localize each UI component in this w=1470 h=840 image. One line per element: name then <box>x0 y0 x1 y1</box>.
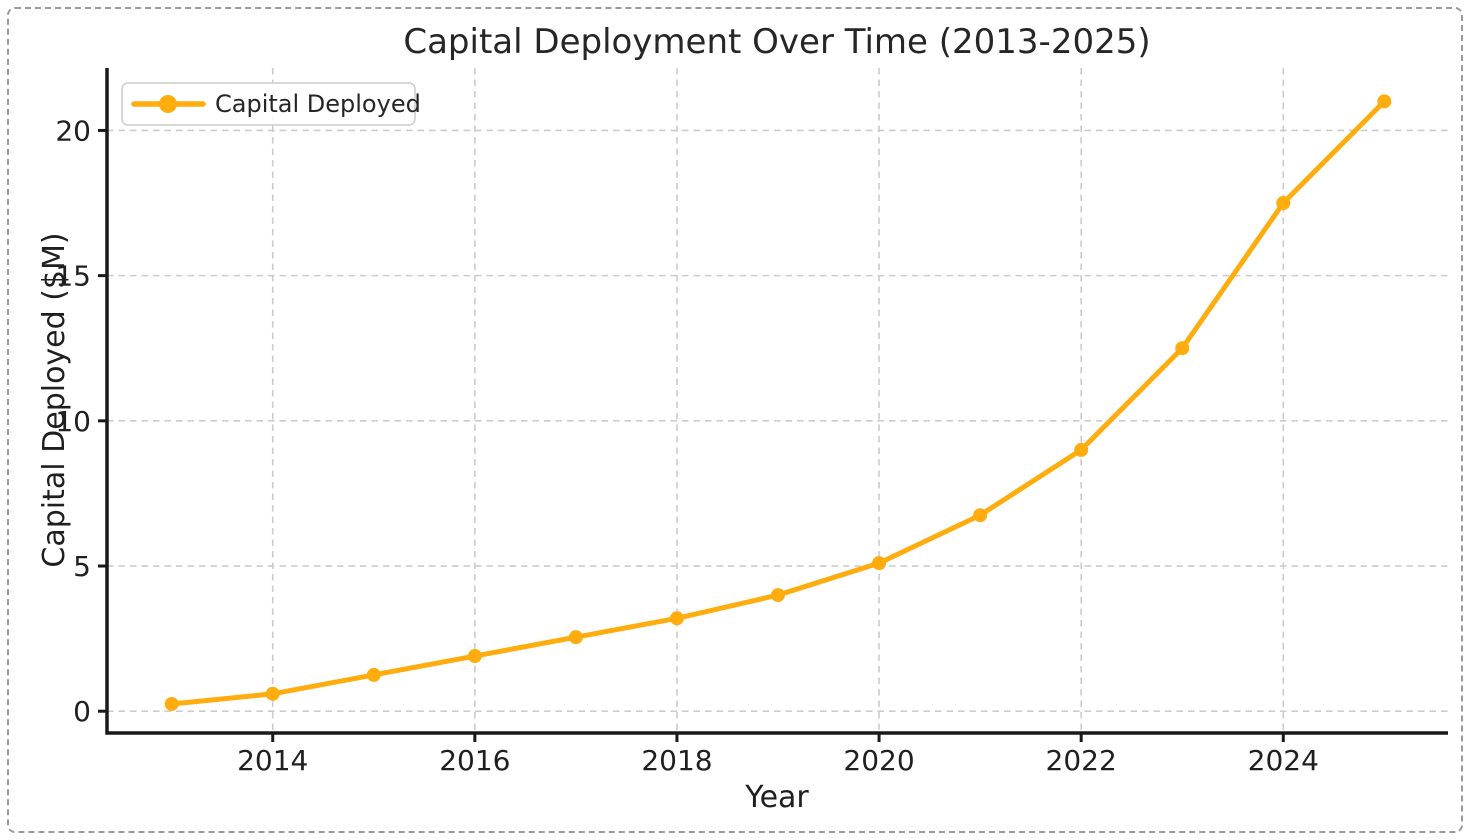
series <box>164 94 1392 711</box>
x-axis-label: Year <box>744 780 809 815</box>
data-point-marker <box>669 611 684 626</box>
data-point-marker <box>1074 442 1089 457</box>
y-tick-label: 5 <box>73 550 91 583</box>
axes: 0 5 10 15 20 2014 2016 2018 2020 2022 2024 <box>55 68 1448 777</box>
chart-title: Capital Deployment Over Time (2013-2025) <box>403 22 1150 62</box>
axis-spines <box>105 68 1448 735</box>
x-tick-label: 2020 <box>843 744 914 777</box>
y-tick-label: 15 <box>55 260 91 293</box>
data-point-marker <box>366 667 381 682</box>
data-point-marker <box>568 630 583 645</box>
x-tick-label: 2016 <box>439 744 510 777</box>
x-tick-label: 2014 <box>237 744 308 777</box>
x-tick-label: 2024 <box>1248 744 1319 777</box>
grid <box>107 68 1448 733</box>
y-tick-label: 0 <box>73 695 91 728</box>
legend-marker-icon <box>159 95 177 113</box>
y-tick-label: 20 <box>55 114 91 147</box>
legend: Capital Deployed <box>121 82 421 126</box>
y-tick-label: 10 <box>55 405 91 438</box>
y-axis-label: Capital Deployed ($M) <box>37 232 72 567</box>
data-point-marker <box>467 649 482 664</box>
data-point-marker <box>872 556 887 571</box>
data-point-marker <box>265 686 280 701</box>
data-point-marker <box>1377 94 1392 109</box>
data-point-marker <box>164 696 179 711</box>
data-point-marker <box>1175 341 1190 356</box>
legend-box <box>121 82 416 126</box>
capital-deployed-line <box>169 98 1387 707</box>
data-point-marker <box>771 588 786 603</box>
x-tick-label: 2022 <box>1046 744 1117 777</box>
x-tick-label: 2018 <box>641 744 712 777</box>
legend-entry-label: Capital Deployed <box>215 90 421 118</box>
data-point-marker <box>1276 196 1291 211</box>
data-point-marker <box>973 508 988 523</box>
